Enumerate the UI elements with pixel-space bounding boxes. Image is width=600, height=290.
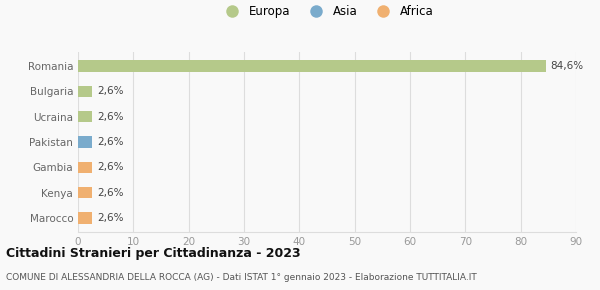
Bar bbox=[78, 111, 92, 122]
Text: 2,6%: 2,6% bbox=[97, 86, 124, 96]
Text: 2,6%: 2,6% bbox=[97, 112, 124, 122]
Text: 2,6%: 2,6% bbox=[97, 162, 124, 173]
Legend: Europa, Asia, Africa: Europa, Asia, Africa bbox=[215, 1, 439, 23]
Bar bbox=[78, 60, 546, 72]
Text: 2,6%: 2,6% bbox=[97, 137, 124, 147]
Bar bbox=[78, 86, 92, 97]
Text: 2,6%: 2,6% bbox=[97, 188, 124, 198]
Text: 84,6%: 84,6% bbox=[551, 61, 584, 71]
Bar bbox=[78, 136, 92, 148]
Text: COMUNE DI ALESSANDRIA DELLA ROCCA (AG) - Dati ISTAT 1° gennaio 2023 - Elaborazio: COMUNE DI ALESSANDRIA DELLA ROCCA (AG) -… bbox=[6, 273, 477, 282]
Text: 2,6%: 2,6% bbox=[97, 213, 124, 223]
Bar bbox=[78, 212, 92, 224]
Text: Cittadini Stranieri per Cittadinanza - 2023: Cittadini Stranieri per Cittadinanza - 2… bbox=[6, 247, 301, 260]
Bar bbox=[78, 162, 92, 173]
Bar bbox=[78, 187, 92, 198]
